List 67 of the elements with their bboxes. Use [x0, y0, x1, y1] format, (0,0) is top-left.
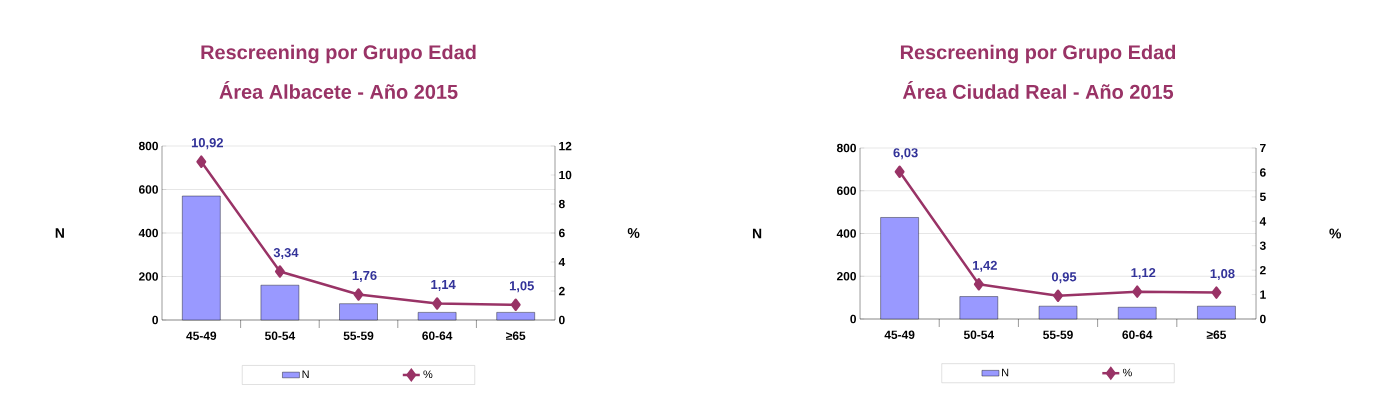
x-tick-label: 45-49	[884, 330, 915, 339]
y2-tick-label: 4	[1259, 217, 1267, 226]
data-label: 1,12	[1131, 268, 1156, 280]
y-tick-label: 400	[836, 229, 856, 238]
point	[432, 297, 443, 310]
y2-tick-label: 0	[559, 315, 565, 325]
x-tick-label: ≥65	[506, 331, 526, 340]
y2-tick-label: 2	[1259, 265, 1266, 275]
data-label: 1,42	[973, 260, 997, 272]
y-tick-label: 600	[836, 186, 856, 195]
y2-axis-title: %	[627, 228, 640, 238]
y2-tick-label: 1	[1260, 290, 1266, 299]
y-tick-label: 0	[850, 314, 857, 324]
x-tick-label: 45-49	[186, 331, 217, 340]
y-tick-label: 800	[836, 143, 856, 153]
chart-subtitle: Área Albacete - Año 2015	[219, 81, 458, 99]
x-tick-label: 60-64	[422, 331, 453, 340]
x-tick-label: 50-54	[963, 330, 995, 339]
data-label: 1,14	[431, 280, 456, 291]
point	[196, 155, 207, 168]
point	[353, 288, 364, 301]
point	[1132, 285, 1143, 298]
y2-tick-label: 2	[558, 286, 565, 296]
x-tick-label: ≥65	[1206, 330, 1227, 339]
legend-label: N	[1002, 368, 1009, 377]
y2-tick-label: 6	[558, 228, 565, 238]
chart-title: Rescreening por Grupo Edad	[900, 44, 1176, 64]
chart-title: Rescreening por Grupo Edad	[201, 44, 476, 64]
legend-label: N	[302, 370, 309, 378]
x-tick-label: 60-64	[1122, 330, 1153, 339]
y-tick-label: 800	[138, 141, 158, 151]
chart-subtitle: Área Ciudad Real - Año 2015	[902, 81, 1174, 99]
y2-tick-label: 6	[1259, 168, 1266, 177]
y2-tick-label: 12	[559, 141, 572, 151]
data-label: 1,08	[1210, 269, 1235, 281]
y2-tick-label: 0	[1260, 314, 1266, 324]
x-tick-label: 55-59	[1043, 330, 1073, 339]
y-tick-label: 200	[836, 272, 856, 281]
legend-label: %	[423, 370, 433, 379]
x-tick-label: 50-54	[265, 331, 296, 340]
y2-tick-label: 8	[558, 199, 565, 209]
y-tick-label: 400	[138, 228, 158, 238]
data-label: 10,92	[191, 138, 223, 150]
data-label: 1,05	[509, 281, 534, 293]
y2-tick-label: 5	[1259, 192, 1266, 202]
y-tick-label: 0	[152, 315, 158, 325]
point	[1053, 289, 1064, 303]
y2-tick-label: 7	[1260, 143, 1266, 153]
point	[274, 265, 285, 278]
point	[510, 298, 521, 312]
y-tick-label: 600	[138, 185, 158, 194]
y2-tick-label: 10	[559, 170, 572, 180]
x-tick-label: 55-59	[343, 331, 374, 340]
y2-tick-label: 4	[558, 257, 566, 267]
point	[1211, 286, 1222, 299]
point	[973, 278, 984, 291]
legend-label: %	[1122, 368, 1132, 377]
y2-axis-title: %	[1329, 228, 1342, 239]
data-label: 3,34	[273, 248, 299, 260]
data-label: 1,76	[352, 270, 377, 282]
y2-tick-label: 3	[1259, 241, 1266, 250]
y-tick-label: 200	[138, 272, 158, 281]
data-label: 0,95	[1051, 272, 1077, 284]
y-axis-title: N	[55, 228, 64, 238]
y-axis-title: N	[752, 228, 762, 239]
data-label: 6,03	[893, 148, 918, 160]
point	[894, 165, 905, 178]
